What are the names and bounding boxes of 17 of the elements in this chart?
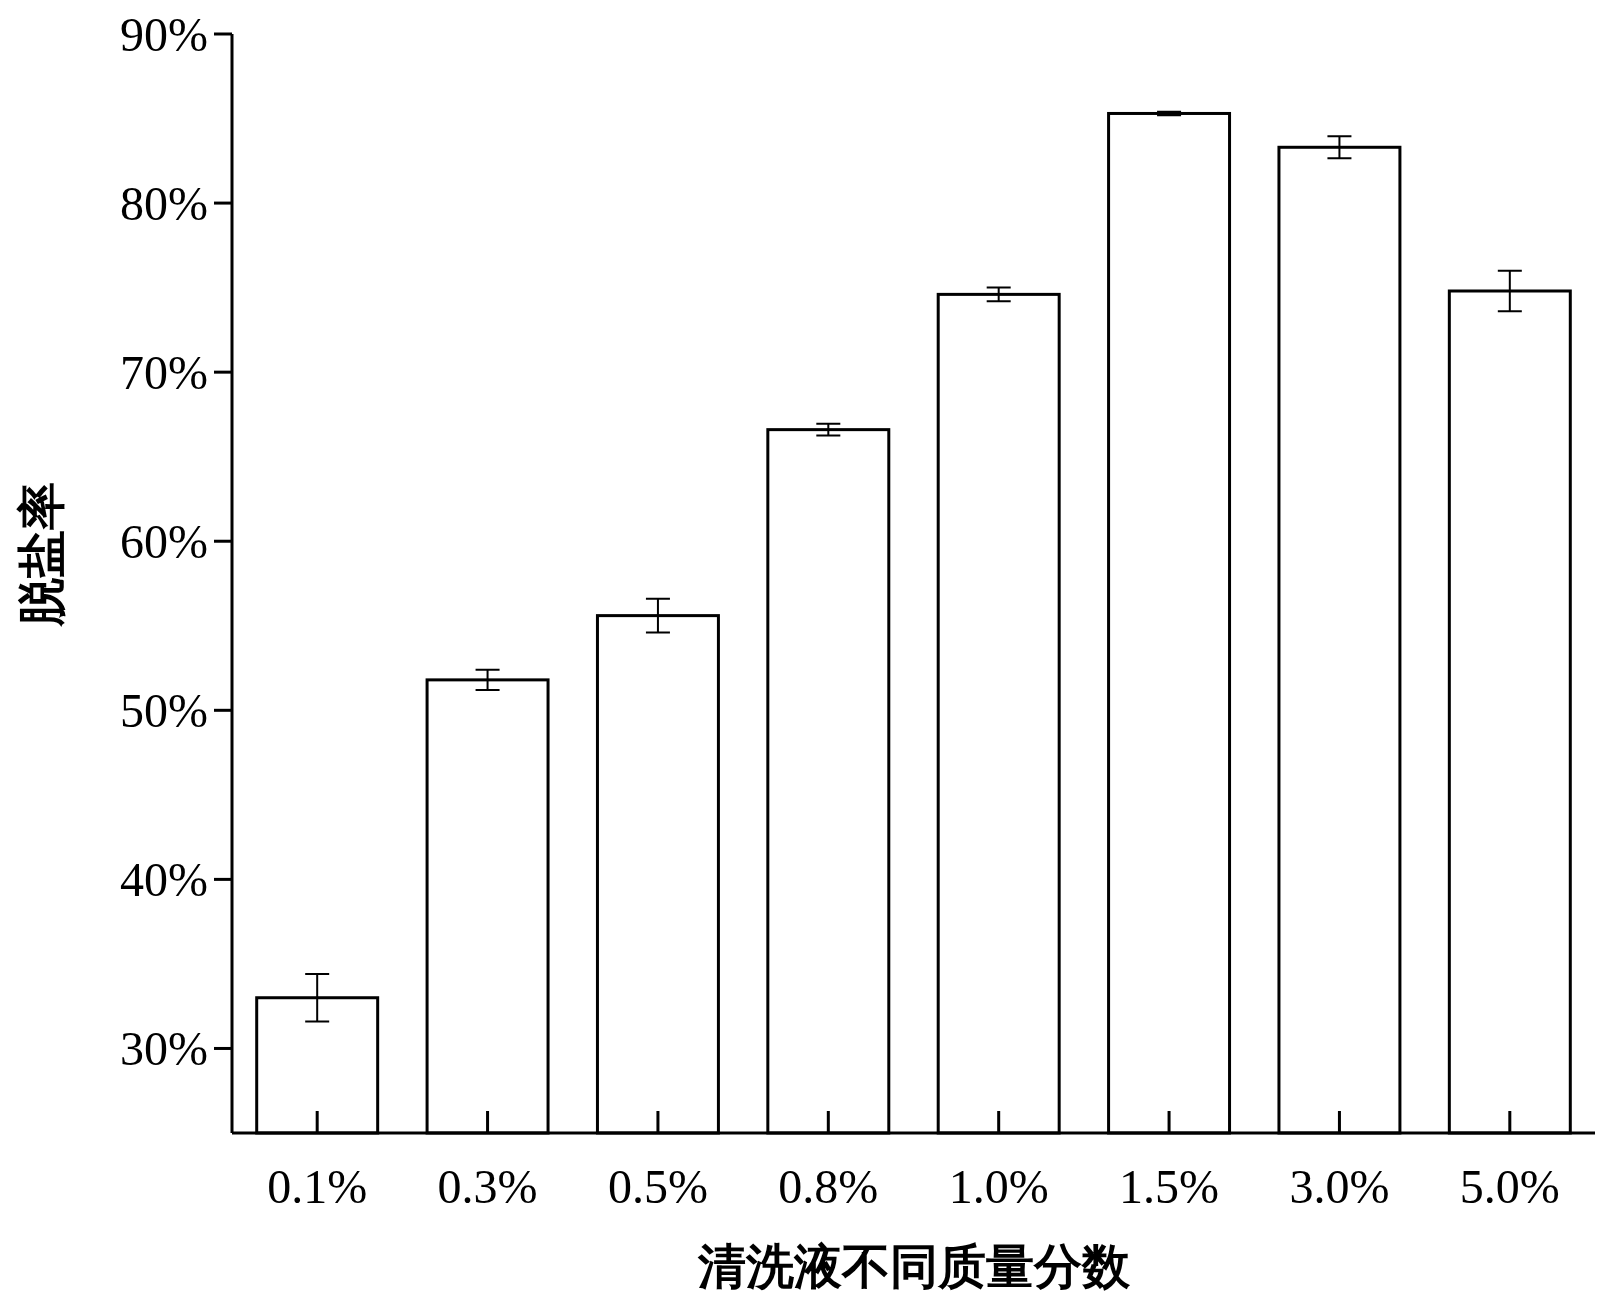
y-tick-label: 30% [120,1021,208,1075]
y-tick-label: 70% [120,345,208,399]
x-tick-label: 0.3% [437,1160,538,1213]
y-axis-title: 脱盐率 [15,481,68,627]
y-tick-label: 90% [120,7,208,61]
x-tick-label: 1.5% [1119,1160,1220,1213]
x-axis-title: 清洗液不同质量分数 [696,1240,1131,1293]
x-tick-label: 0.8% [778,1160,879,1213]
x-tick-label: 1.0% [948,1160,1049,1213]
y-tick-label: 40% [120,852,208,906]
x-tick-label: 0.1% [267,1160,368,1213]
x-tick-label: 5.0% [1459,1160,1560,1213]
x-tick-label: 0.5% [607,1160,708,1213]
y-tick-label: 50% [120,683,208,737]
y-tick-label: 80% [120,176,208,230]
x-tick-label: 3.0% [1289,1160,1390,1213]
y-tick-label: 60% [120,514,208,568]
